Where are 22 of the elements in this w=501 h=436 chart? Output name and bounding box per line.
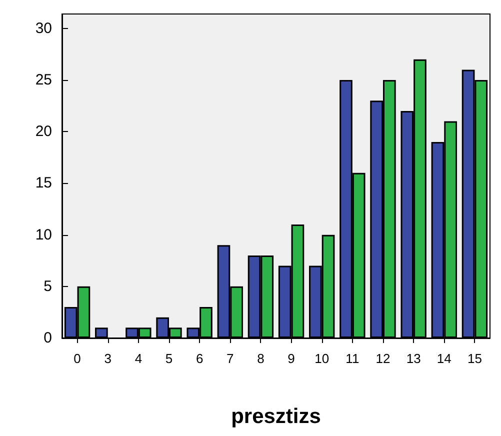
y-tick-label: 30 xyxy=(35,20,52,37)
y-tick-label: 10 xyxy=(35,226,52,244)
x-tick-label: 13 xyxy=(406,351,421,366)
x-tick-label: 15 xyxy=(467,351,482,366)
x-tick-label: 4 xyxy=(134,351,142,366)
x-tick-label: 9 xyxy=(288,351,295,366)
y-tick-label: 25 xyxy=(35,72,52,89)
x-tick-label: 6 xyxy=(196,351,204,366)
x-tick-label: 8 xyxy=(257,351,264,366)
y-tick-label: 15 xyxy=(35,174,52,192)
x-tick-label: 14 xyxy=(436,351,452,366)
x-tick-label: 11 xyxy=(346,351,360,366)
y-tick-label: 0 xyxy=(44,330,52,346)
x-tick-label: 12 xyxy=(376,351,390,366)
x-tick-label: 5 xyxy=(165,351,173,366)
x-tick-label: 7 xyxy=(226,351,234,366)
x-tick-label: 0 xyxy=(74,351,81,366)
x-tick-label: 3 xyxy=(104,351,112,366)
y-tick-label: 5 xyxy=(44,278,52,295)
x-axis-title: presztizs xyxy=(231,405,321,428)
y-tick-label: 20 xyxy=(35,123,52,140)
x-tick-label: 10 xyxy=(314,351,330,366)
